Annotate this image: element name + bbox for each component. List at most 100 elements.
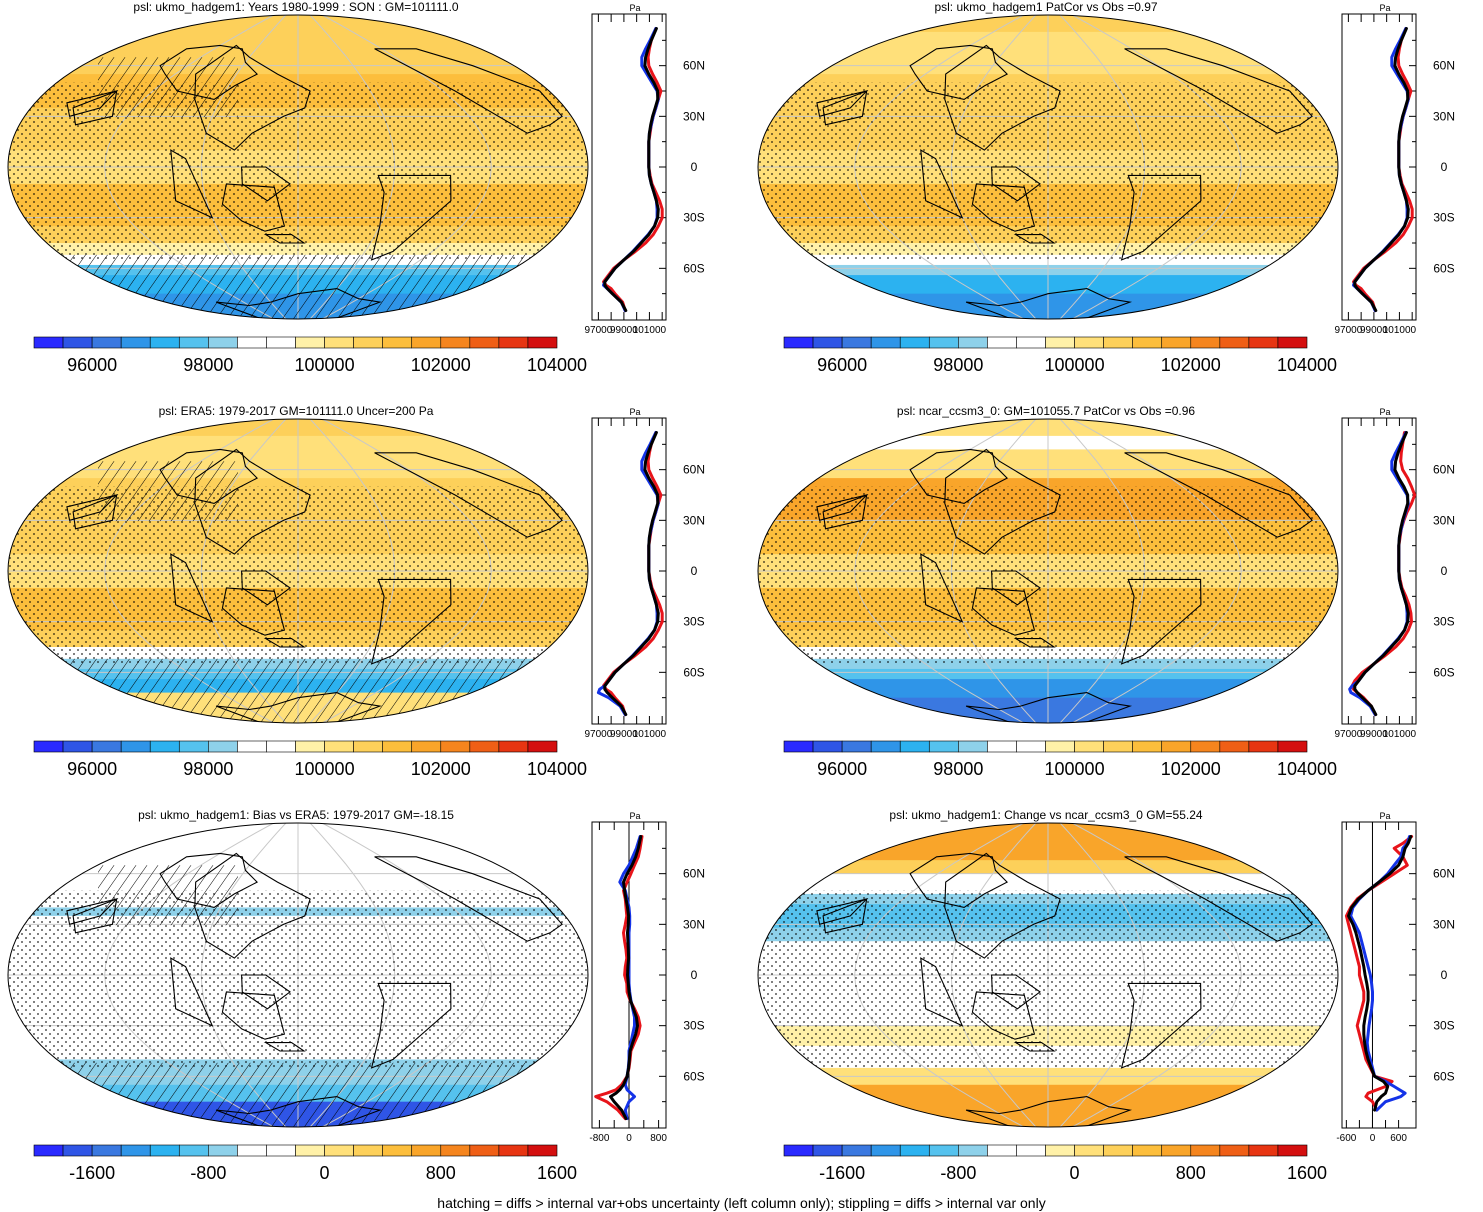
lat-label: 60S [683,665,704,679]
coastline [241,974,291,1010]
colorbar-swatch [266,336,296,349]
colorbar-swatch [237,1144,267,1157]
colorbar-swatch [266,1144,296,1157]
colorbar-swatch [440,740,471,753]
coastline [215,692,383,723]
unit-label: Pa [629,811,640,821]
coastline [170,149,214,219]
coastline [170,553,214,623]
coastline [920,553,964,623]
coastline [1124,452,1313,538]
colorbar-label: 98000 [183,759,233,779]
panel-title: psl: ukmo_hadgem1: Years 1980-1999 : SON… [133,0,459,14]
colorbar-swatch [1190,740,1221,753]
lat-label: 30N [1433,109,1455,123]
panel-figure: 96000 98000 100000 102000 104000 970009900010… [7,3,705,375]
colorbar-swatch [1132,336,1163,349]
colorbar-label: 1600 [537,1163,577,1183]
colorbar-swatch [527,336,558,349]
map-border [757,822,1339,1128]
colorbar-swatch [149,336,180,349]
colorbar-swatch [353,740,383,753]
coastline [991,974,1041,1010]
colorbar-swatch [783,1144,814,1157]
coastline [215,288,383,319]
colorbar-swatch [33,740,64,753]
x-tick-label: 101000 [633,729,667,740]
coastline [909,448,1009,504]
colorbar-swatch [812,740,843,753]
colorbar-swatch [841,740,872,753]
panel-middle-right: psl: ncar_ccsm3_0: GM=101055.7 PatCor vs… [750,404,1483,808]
colorbar-swatch [1132,740,1163,753]
panel-figure: 96000 98000 100000 102000 104000 970009900010… [7,407,705,779]
colorbar-swatch [353,1144,383,1157]
x-tick-label: 99000 [1360,729,1388,740]
colorbar-swatch [841,336,872,349]
colorbar-label: 0 [1070,1163,1080,1183]
coastline [374,452,563,538]
map-plot [8,823,588,1127]
unit-label: Pa [629,407,640,417]
colorbar-swatch [62,740,93,753]
coastline [170,957,214,1027]
colorbar-swatch [870,336,901,349]
coastline [1013,638,1056,648]
colorbar-swatch [91,1144,122,1157]
coastline [374,856,563,942]
colorbar-swatch [1219,1144,1250,1157]
unit-label: Pa [1379,811,1390,821]
lat-label: 60N [683,59,705,73]
colorbar-swatch [899,740,930,753]
colorbar-swatch [149,740,180,753]
coastline [822,90,868,126]
lat-label: 0 [1441,564,1448,578]
x-tick-label: 0 [626,1133,632,1144]
colorbar-swatch [33,336,64,349]
coastline [194,448,311,555]
coastline [370,982,452,1069]
panel-title: psl: ukmo_hadgem1: Change vs ncar_ccsm3_… [889,808,1203,822]
colorbar-swatch [120,740,151,753]
panel-figure: -1600 -800 0 800 1600 -800 0 800 Pa 60N 30N 0 30S 60S [7,811,705,1183]
hatching [48,254,548,319]
coastline [159,448,259,504]
lat-label: 30N [1433,917,1455,931]
coastline [72,898,118,934]
hatching [98,57,238,118]
colorbar-swatch [382,1144,413,1157]
coastline [370,174,452,261]
hatching [98,461,238,522]
colorbar-swatch [237,740,267,753]
lat-label: 30N [683,917,705,931]
colorbar-swatch [411,740,442,753]
colorbar-swatch [324,740,354,753]
profile-frame [1341,13,1417,321]
coastline [909,852,1009,908]
coastline [1124,48,1313,134]
panel-bottom-right: psl: ukmo_hadgem1: Change vs ncar_ccsm3_… [750,808,1483,1212]
lat-label: 60N [683,463,705,477]
unit-label: Pa [1379,407,1390,417]
coastline [971,991,1036,1040]
colorbar-swatch [1161,1144,1192,1157]
colorbar-swatch [411,1144,442,1157]
colorbar-swatch [149,1144,180,1157]
colorbar-label: -800 [190,1163,226,1183]
colorbar-swatch [411,336,442,349]
coastline [991,570,1041,606]
colorbar-label: 800 [426,1163,456,1183]
x-tick-label: 101000 [1383,729,1417,740]
x-tick-label: 97000 [584,325,612,336]
colorbar-swatch [1016,336,1046,349]
coastline [370,578,452,665]
colorbar-swatch [237,336,267,349]
lat-label: 0 [1441,160,1448,174]
colorbar-swatch [870,1144,901,1157]
coastline [816,90,869,117]
colorbar-swatch [62,1144,93,1157]
coastline [221,183,286,232]
colorbar-swatch [987,336,1017,349]
coastline [965,1096,1133,1127]
profile-series-reference [1353,431,1410,717]
